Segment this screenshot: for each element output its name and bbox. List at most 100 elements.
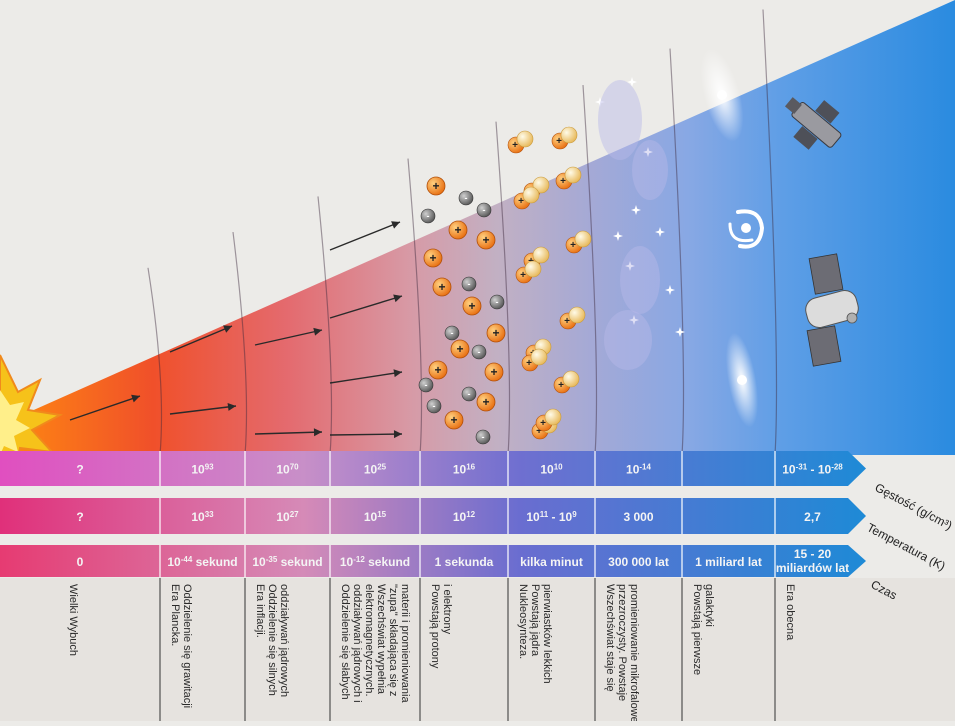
svg-text:+: + xyxy=(429,251,436,265)
proton-icon: + xyxy=(484,362,504,382)
arrow-icon xyxy=(329,221,401,251)
era-boundary-line xyxy=(582,85,598,456)
universe-cone xyxy=(0,0,955,455)
svg-text:+: + xyxy=(482,233,489,247)
density-row-cell: 1016 xyxy=(453,462,476,477)
svg-text:oddziaływań jądrowych: oddziaływań jądrowych xyxy=(278,584,290,697)
nucleus-icon: + xyxy=(555,166,582,190)
time-row-cell: 10-35 sekund xyxy=(252,555,322,570)
svg-text:+: + xyxy=(512,140,518,151)
star-icon xyxy=(629,315,639,325)
galaxy-icon xyxy=(725,332,759,428)
svg-text:+: + xyxy=(564,316,570,327)
svg-text:elektromagnetycznych.: elektromagnetycznych. xyxy=(363,584,375,697)
svg-text:Wszechświat staje się: Wszechświat staje się xyxy=(604,584,616,692)
proton-icon: + xyxy=(423,248,443,268)
svg-text:-: - xyxy=(478,347,481,357)
arrow-icon xyxy=(254,428,323,437)
svg-text:-: - xyxy=(496,297,499,307)
electron-icon: - xyxy=(458,190,474,206)
arrow-icon xyxy=(329,369,403,384)
density-row-cell: 10-14 xyxy=(626,462,651,477)
svg-text:-: - xyxy=(468,389,471,399)
telescope-icon xyxy=(784,97,842,150)
density-row-cell: ? xyxy=(76,463,83,477)
proton-icon: + xyxy=(432,277,452,297)
star-icon xyxy=(595,97,605,107)
era-description: Oddzielenie się słabych oddziaływań jądro… xyxy=(339,584,411,703)
svg-text:+: + xyxy=(560,176,566,187)
arrow-icon xyxy=(254,327,323,346)
star-icon xyxy=(627,77,637,87)
svg-text:15 - 20: 15 - 20 xyxy=(794,547,832,561)
svg-text:1 miliard lat: 1 miliard lat xyxy=(695,555,762,569)
expansion-arrows xyxy=(69,221,403,439)
svg-text:300 000 lat: 300 000 lat xyxy=(608,555,669,569)
svg-text:0: 0 xyxy=(77,555,84,569)
star-icon xyxy=(625,261,635,271)
svg-text:Powstają jądra: Powstają jądra xyxy=(529,584,541,657)
era-boundary-line xyxy=(669,48,685,456)
svg-text:+: + xyxy=(468,299,475,313)
galaxy-icon xyxy=(700,48,744,142)
temperature-row-cell: 2,7 xyxy=(804,510,821,524)
svg-text:pierwiastków lekkich: pierwiastków lekkich xyxy=(541,584,553,684)
proton-icon: + xyxy=(476,392,496,412)
svg-text:1016: 1016 xyxy=(453,462,476,477)
era-boundary-line xyxy=(407,158,423,456)
svg-text:-: - xyxy=(483,205,486,215)
density-row xyxy=(0,451,866,486)
temperature-row-cell: ? xyxy=(76,510,83,524)
svg-text:i elektrony: i elektrony xyxy=(441,584,453,635)
svg-text:+: + xyxy=(526,358,532,369)
era-description: Powstają protony i elektrony xyxy=(429,584,453,669)
electron-icon: - xyxy=(461,386,477,402)
time-row-cell: 0 xyxy=(77,555,84,569)
era-description: Powstają pierwsze galaktyki xyxy=(691,584,715,675)
svg-text:+: + xyxy=(482,395,489,409)
electron-icon: - xyxy=(475,429,491,445)
era-boundary-line xyxy=(762,9,778,456)
electron-icon: - xyxy=(476,202,492,218)
time-row-cell: 300 000 lat xyxy=(608,555,669,569)
arrow-icon xyxy=(329,294,403,319)
era-boundary-line xyxy=(317,196,333,456)
svg-text:Era obecna: Era obecna xyxy=(784,584,796,641)
svg-text:3 000: 3 000 xyxy=(623,510,653,524)
nucleus-icon: + xyxy=(551,126,578,150)
svg-text:+: + xyxy=(492,326,499,340)
density-row-cell: 1093 xyxy=(191,462,214,477)
svg-text:promieniowanie mikrofalowe: promieniowanie mikrofalowe xyxy=(628,584,640,721)
description-panel xyxy=(0,578,955,721)
time-row-cell: 10-44 sekund xyxy=(167,555,237,570)
svg-text:+: + xyxy=(456,342,463,356)
temperature-row-cell: 1015 xyxy=(364,510,387,525)
nucleus-icon: + xyxy=(515,260,542,284)
galaxy-icon xyxy=(728,209,765,249)
nucleus-icon: + xyxy=(513,186,540,210)
svg-text:1025: 1025 xyxy=(364,462,387,477)
svg-text:+: + xyxy=(558,380,564,391)
particles: ++++++++++++-----------++++++++++++++ xyxy=(418,126,592,445)
proton-icon: + xyxy=(476,230,496,250)
era-boundary-line xyxy=(147,267,163,456)
proton-icon: + xyxy=(486,323,506,343)
svg-text:Wielki Wybuch: Wielki Wybuch xyxy=(67,584,79,656)
svg-text:+: + xyxy=(556,136,562,147)
era-description: Era obecna xyxy=(784,584,796,641)
svg-text:"zupa" składająca się z: "zupa" składająca się z xyxy=(387,584,399,696)
era-description: Era Plancka. Oddzielenie się grawitacji xyxy=(169,584,193,708)
svg-text:1012: 1012 xyxy=(453,510,476,525)
gas-cloud xyxy=(598,80,642,160)
svg-text:-: - xyxy=(433,401,436,411)
svg-text:+: + xyxy=(520,270,526,281)
svg-text:+: + xyxy=(570,240,576,251)
arrow-icon xyxy=(329,430,403,439)
era-boundary-line xyxy=(495,121,511,456)
satellite-icon xyxy=(805,253,859,367)
electron-icon: - xyxy=(444,325,460,341)
svg-text:+: + xyxy=(536,426,542,437)
svg-text:Oddzielenie się silnych: Oddzielenie się silnych xyxy=(266,584,278,696)
